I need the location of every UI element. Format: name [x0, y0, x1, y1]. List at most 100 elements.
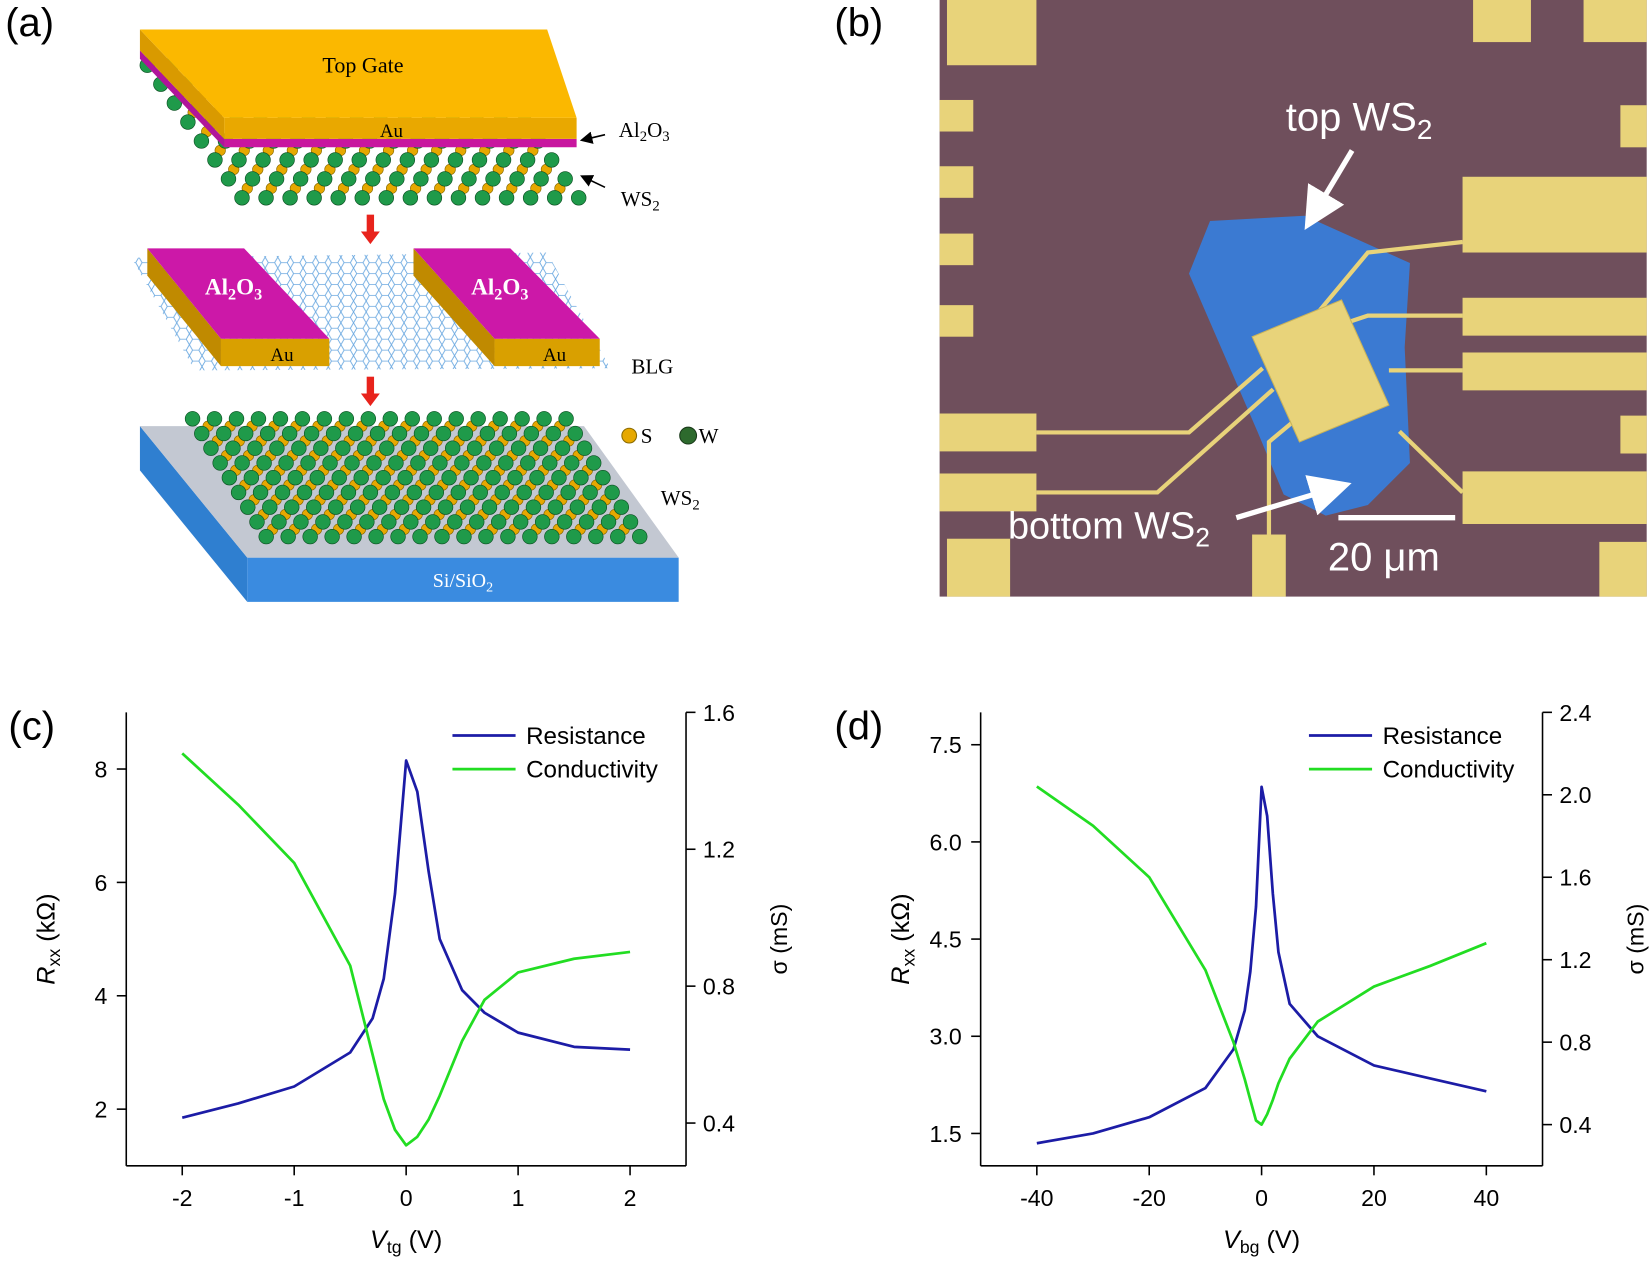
bar-label-part: 3	[520, 285, 528, 303]
tungsten-atom	[378, 190, 394, 206]
bar-label-part: 2	[494, 285, 502, 303]
device-diagram	[131, 29, 698, 602]
bar-top	[413, 248, 600, 339]
al2o3-layer	[224, 138, 577, 148]
tungsten-atom	[547, 499, 564, 515]
tungsten-atom	[491, 514, 507, 530]
x-tick-label: 1	[512, 1185, 525, 1211]
tungsten-atom	[315, 514, 331, 530]
tungsten-atom	[344, 455, 360, 471]
tungsten-atom	[441, 470, 457, 486]
tungsten-atom	[269, 440, 285, 456]
al2o3-label-part: Al	[619, 118, 640, 142]
y-tick-label: 6	[94, 870, 107, 896]
tungsten-atom	[456, 528, 472, 545]
micrograph	[939, 0, 1647, 597]
tungsten-atom	[578, 514, 595, 530]
pointer	[579, 131, 606, 144]
bar-top	[147, 248, 330, 339]
tungsten-atom	[316, 171, 333, 187]
tungsten-atom	[448, 411, 464, 427]
y-axis-label: Rxx (kΩ)	[33, 893, 64, 984]
top-gate	[139, 29, 577, 118]
tungsten-atom	[485, 171, 501, 187]
tungsten-atom	[437, 171, 453, 187]
tungsten-atom	[463, 470, 479, 486]
tungsten-atom	[265, 470, 282, 486]
top-gate-front	[224, 117, 577, 139]
tungsten-atom	[522, 528, 538, 545]
tungsten-atom	[525, 499, 542, 515]
tungsten-atom	[206, 411, 223, 427]
tungsten-atom	[271, 514, 287, 530]
tungsten-atom	[532, 440, 549, 456]
tungsten-atom	[216, 425, 232, 442]
y2-axis-label-part: σ (mS)	[766, 904, 792, 975]
tungsten-atom	[337, 514, 353, 530]
tungsten-atom	[461, 171, 477, 187]
substrate-label: Si/SiO2	[433, 570, 493, 595]
tungsten-atom	[212, 455, 228, 471]
tungsten-atom	[488, 440, 505, 456]
tungsten-atom	[327, 152, 343, 168]
y-axis-label-part: (kΩ)	[887, 893, 915, 948]
y-tick-label: 6.0	[930, 829, 962, 855]
top-gate-label: Top Gate	[322, 53, 403, 78]
tungsten-atom	[243, 470, 260, 486]
tungsten-atom	[514, 411, 530, 427]
tungsten-atom	[234, 455, 250, 471]
tungsten-atom	[582, 484, 598, 501]
tungsten-atom	[501, 425, 518, 442]
x-axis-label: Vtg (V)	[370, 1226, 442, 1257]
tungsten-atom	[564, 455, 580, 471]
pad	[1620, 415, 1647, 454]
x-tick-label: 0	[1255, 1185, 1268, 1211]
tungsten-atom	[498, 190, 515, 206]
bar-label-part: O	[502, 275, 520, 301]
ws2-label: WS2	[661, 486, 700, 513]
tungsten-atom	[560, 484, 576, 501]
al2o3-label-part: 3	[662, 129, 669, 145]
al2o3-label-part: O	[647, 118, 662, 142]
tungsten-atom	[280, 528, 296, 545]
bar-side	[147, 248, 221, 367]
tungsten-atom	[450, 484, 466, 501]
legend-label: Conductivity	[1383, 757, 1516, 784]
legend-label: Resistance	[1383, 723, 1503, 750]
y-axis-label-part: xx	[44, 949, 64, 967]
tungsten-atom	[498, 455, 514, 471]
top-ws2-label-part: top WS	[1286, 95, 1417, 139]
tungsten-atom	[234, 190, 250, 206]
tungsten-atom	[255, 152, 271, 168]
tungsten-atom	[492, 411, 508, 427]
tungsten-atom	[495, 152, 512, 168]
tungsten-atom	[309, 470, 325, 486]
top-gate-electrode	[1251, 299, 1390, 443]
tungsten-atom	[240, 499, 256, 515]
tungsten-atom	[512, 514, 529, 530]
x-axis-label-part: tg	[387, 1237, 402, 1257]
y2-tick-label: 1.2	[1559, 947, 1591, 973]
bar-label-part: Al	[205, 275, 229, 301]
y-axis-label-part: (kΩ)	[33, 893, 61, 948]
lead	[1397, 429, 1465, 494]
tungsten-atom	[366, 455, 382, 471]
data-line	[1036, 785, 1487, 1126]
tungsten-atom	[384, 484, 401, 501]
y-tick-label: 1.5	[930, 1121, 962, 1147]
tungsten-atom	[284, 499, 300, 515]
tungsten-atom	[220, 171, 237, 187]
tungsten-atom	[228, 411, 245, 427]
tungsten-atom	[622, 514, 639, 530]
tungsten-atom	[360, 411, 377, 427]
tungsten-atom	[551, 470, 567, 486]
lead	[1313, 239, 1463, 318]
x-axis-label-part: (V)	[402, 1226, 443, 1254]
al2o3-layer-side	[139, 50, 225, 148]
tungsten-atom	[571, 190, 587, 206]
bar-label-part: 2	[228, 285, 236, 303]
pad	[1462, 352, 1647, 391]
tungsten-atom	[382, 411, 398, 427]
leads	[1036, 239, 1465, 535]
